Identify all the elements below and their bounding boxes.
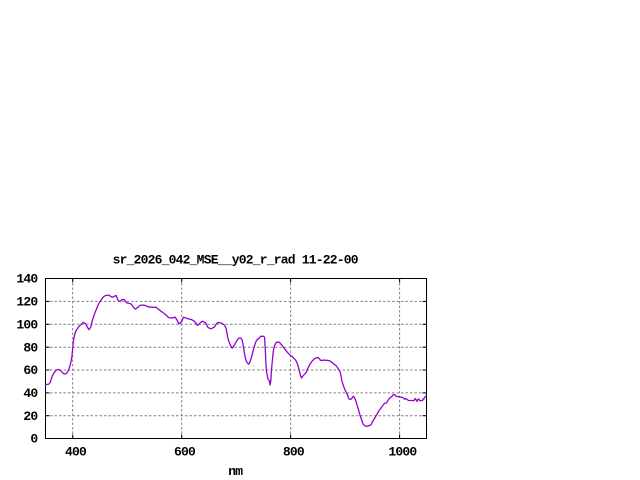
svg-text:nm: nm — [228, 464, 243, 479]
svg-text:sr_2026_042_MSE__y02_r_rad 11-: sr_2026_042_MSE__y02_r_rad 11-22-00 — [113, 252, 359, 267]
svg-text:600: 600 — [174, 445, 196, 460]
svg-text:400: 400 — [65, 445, 87, 460]
svg-text:40: 40 — [23, 386, 38, 401]
svg-text:60: 60 — [23, 363, 38, 378]
svg-text:0: 0 — [30, 432, 38, 447]
svg-text:100: 100 — [16, 318, 38, 333]
svg-text:120: 120 — [16, 295, 38, 310]
svg-text:20: 20 — [23, 409, 38, 424]
svg-text:80: 80 — [23, 340, 38, 355]
svg-text:800: 800 — [283, 445, 305, 460]
svg-text:140: 140 — [16, 272, 38, 287]
svg-text:1000: 1000 — [388, 445, 417, 460]
